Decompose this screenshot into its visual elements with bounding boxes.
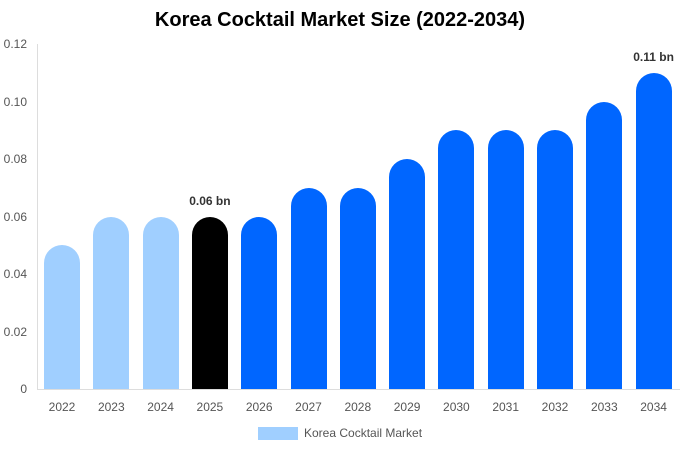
y-tick-label: 0 <box>20 382 27 396</box>
y-tick-label: 0.02 <box>3 324 27 339</box>
y-tick-label: 0.12 <box>3 37 27 51</box>
bar[interactable] <box>339 187 376 389</box>
bar[interactable] <box>241 216 278 389</box>
bar[interactable] <box>537 130 573 389</box>
bar[interactable] <box>487 130 524 389</box>
x-tick-label: 2022 <box>48 400 76 414</box>
legend-swatch <box>258 426 298 440</box>
x-tick-label: 2023 <box>97 400 125 414</box>
bar[interactable] <box>635 72 672 389</box>
bar[interactable] <box>44 245 80 389</box>
x-tick-label: 2028 <box>344 400 372 414</box>
bar[interactable] <box>191 216 228 389</box>
legend[interactable]: Korea Cocktail Market <box>258 426 422 440</box>
y-tick-label: 0.10 <box>3 94 27 109</box>
y-axis-line <box>37 44 38 389</box>
y-tick-label: 0.04 <box>3 267 27 281</box>
legend-label: Korea Cocktail Market <box>304 426 423 440</box>
x-tick-label: 2024 <box>147 400 174 414</box>
bar[interactable] <box>93 216 130 389</box>
bar[interactable] <box>438 130 475 389</box>
data-label: 0.11 bn <box>633 49 674 64</box>
x-axis-line <box>37 389 680 390</box>
x-tick-label: 2026 <box>245 400 273 414</box>
y-tick-label: 0.06 <box>3 209 27 224</box>
chart-title: Korea Cocktail Market Size (2022-2034) <box>154 9 526 31</box>
x-tick-label: 2033 <box>590 400 618 414</box>
x-tick-label: 2025 <box>196 400 224 414</box>
data-label: 0.06 bn <box>189 193 231 208</box>
bar[interactable] <box>389 159 426 389</box>
x-tick-label: 2034 <box>640 400 667 414</box>
y-tick-label: 0.08 <box>3 152 27 166</box>
x-tick-label: 2030 <box>443 400 470 414</box>
x-tick-label: 2032 <box>541 400 569 414</box>
bar[interactable] <box>142 216 179 389</box>
x-tick-label: 2027 <box>295 400 322 414</box>
x-tick-label: 2029 <box>393 400 421 414</box>
bar[interactable] <box>290 187 327 389</box>
x-tick-label: 2031 <box>492 400 520 414</box>
bar[interactable] <box>586 101 623 389</box>
